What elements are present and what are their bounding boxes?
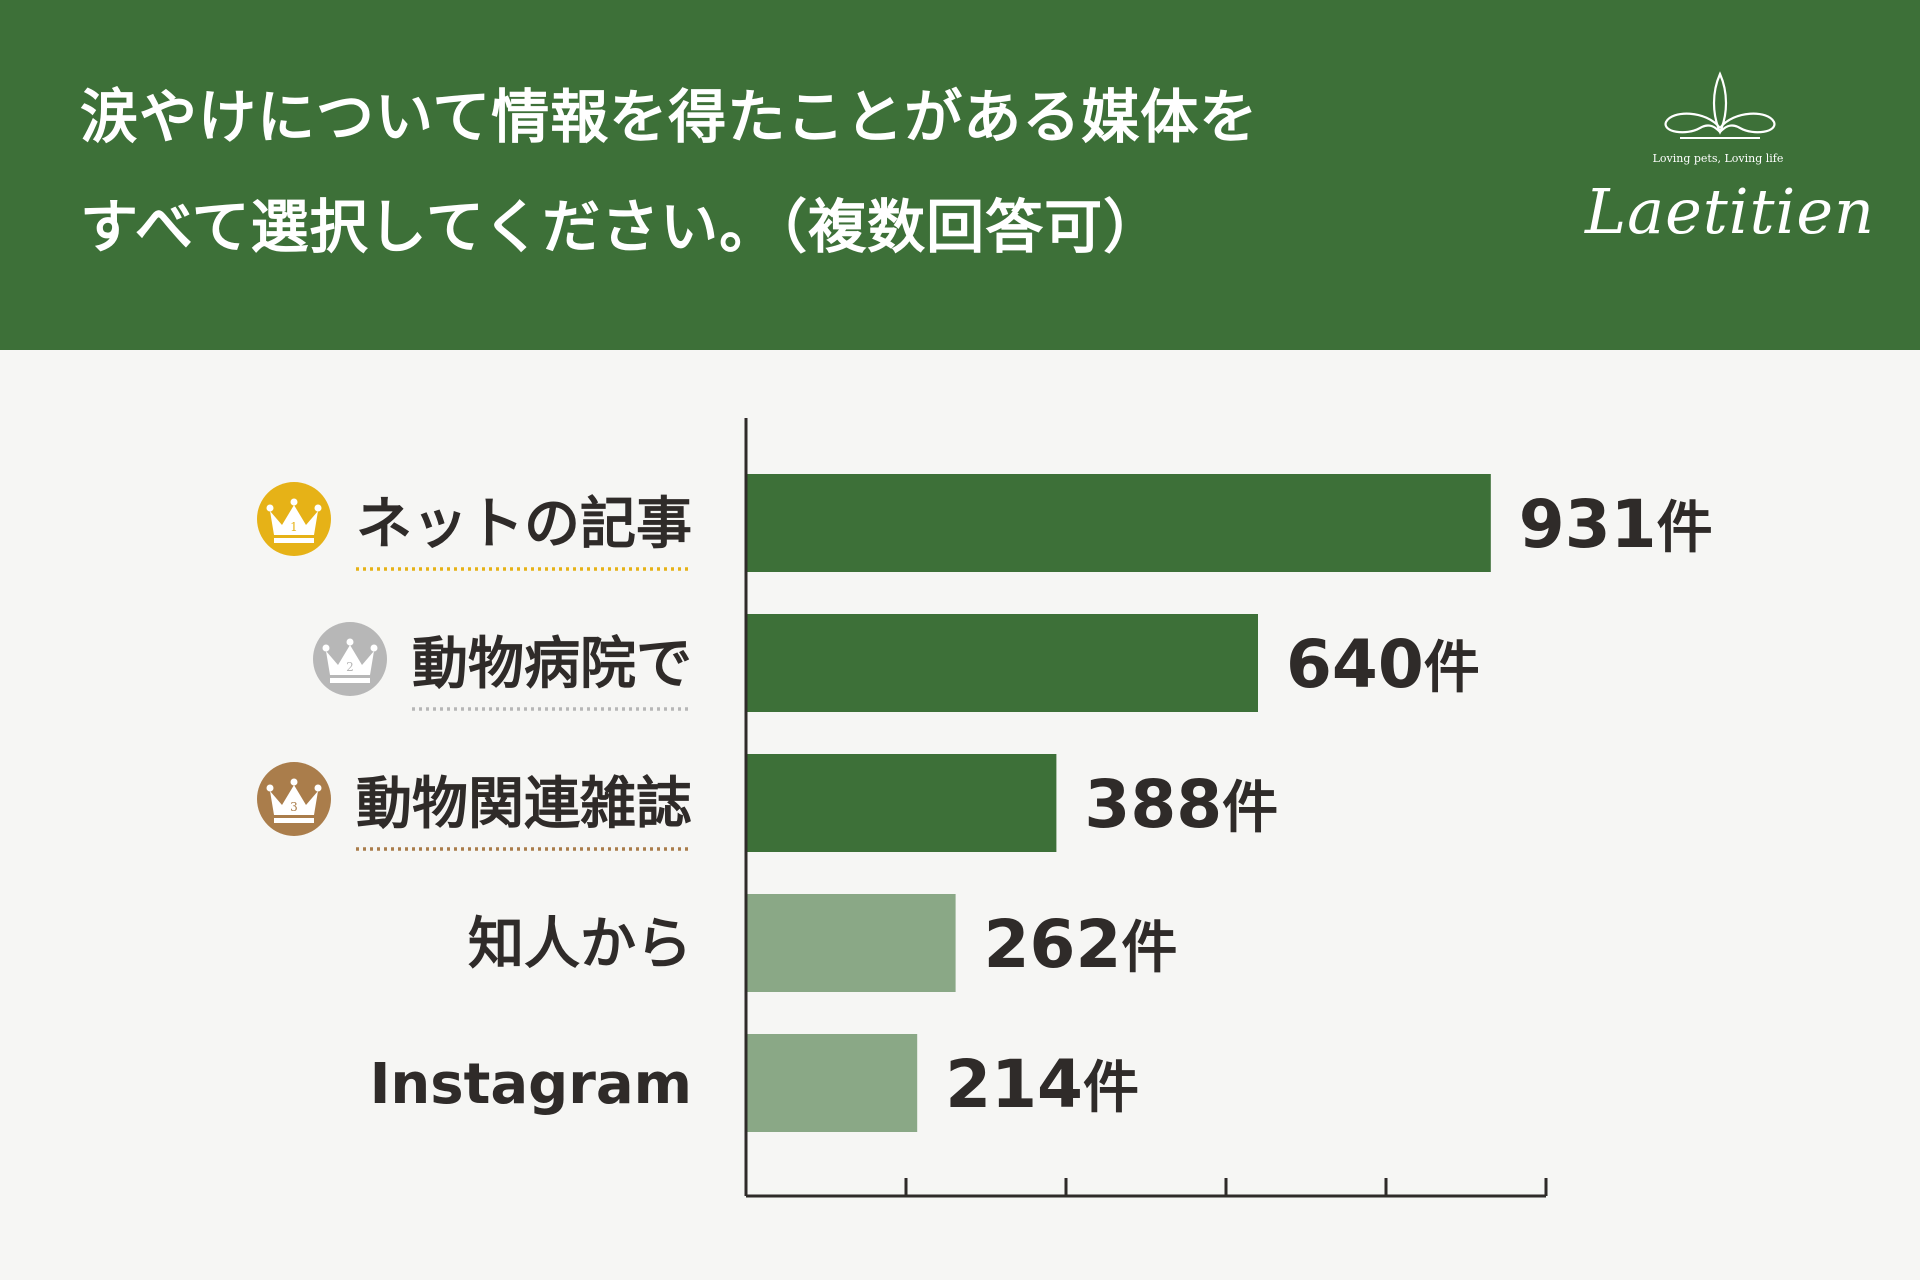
bronze-crown-icon: 3 xyxy=(257,762,331,836)
category-label-5: Instagram xyxy=(370,1052,692,1117)
category-label-3: 動物関連雑誌 xyxy=(356,772,692,837)
logo-tagline: Loving pets, Loving life xyxy=(1652,152,1784,165)
silver-crown-icon: 2 xyxy=(313,622,387,696)
rank-number-2: 2 xyxy=(346,660,354,674)
header-banner: 涙やけについて情報を得たことがある媒体を すべて選択してください。（複数回答可）… xyxy=(0,0,1920,350)
bar-3 xyxy=(747,754,1057,852)
value-label-1: 931件 xyxy=(1519,486,1713,563)
title-line-2: すべて選択してください。（複数回答可） xyxy=(80,193,1163,261)
value-label-5: 214件 xyxy=(945,1046,1139,1123)
value-label-3: 388件 xyxy=(1084,766,1278,843)
rank-number-3: 3 xyxy=(290,800,298,814)
category-label-4: 知人から xyxy=(468,912,692,977)
logo-brand-name: Laetitien xyxy=(1585,175,1875,248)
ornament-icon xyxy=(1664,71,1776,139)
title-line-1: 涙やけについて情報を得たことがある媒体を xyxy=(80,83,1259,151)
category-label-2: 動物病院で xyxy=(412,632,692,697)
brand-logo: Loving pets, Loving life Laetitien xyxy=(1575,70,1875,290)
bar-4 xyxy=(747,894,956,992)
bar-1 xyxy=(747,474,1491,572)
bar-2 xyxy=(747,614,1258,712)
value-label-4: 262件 xyxy=(984,906,1178,983)
category-label-1: ネットの記事 xyxy=(356,492,692,557)
rank-number-1: 1 xyxy=(290,520,298,534)
gold-crown-icon: 1 xyxy=(257,482,331,556)
bar-5 xyxy=(747,1034,918,1132)
value-label-2: 640件 xyxy=(1286,626,1480,703)
